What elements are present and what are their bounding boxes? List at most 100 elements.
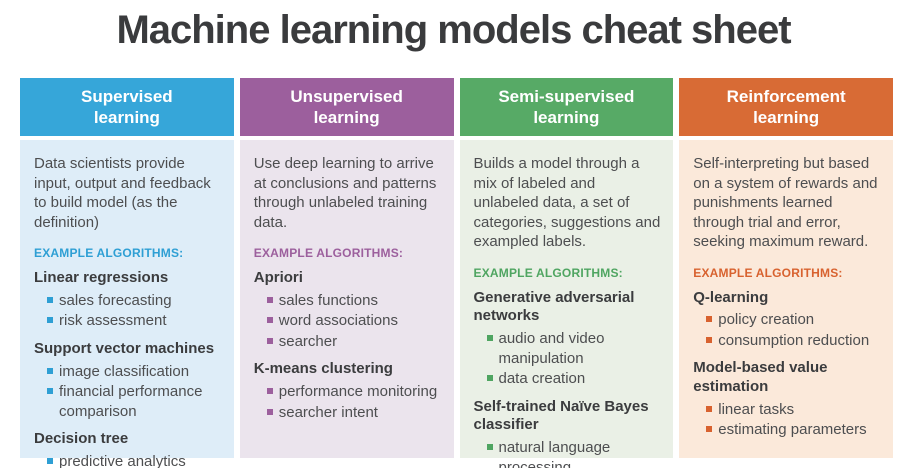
algorithm-group: Apriori sales functions word association…: [254, 269, 442, 351]
algorithm-group: Decision tree predictive analytics prici…: [34, 430, 222, 468]
use-case-item: linear tasks: [706, 400, 881, 420]
use-case-item: data creation: [486, 369, 662, 389]
use-case-list: sales functions word associations search…: [254, 291, 442, 352]
algorithm-name: Decision tree: [34, 430, 129, 447]
category-description: Use deep learning to arrive at conclusio…: [253, 155, 437, 231]
category-header: Reinforcement learning: [679, 78, 893, 136]
example-algorithms-label: EXAMPLE ALGORITHMS:: [253, 246, 404, 260]
algorithm-group: K-means clustering performance monitorin…: [254, 360, 442, 422]
bullet-square-icon: [266, 337, 273, 344]
category-title: Semi-supervised learning: [498, 86, 635, 127]
use-case-label: searcher: [278, 332, 338, 350]
use-case-list: policy creation consumption reduction: [693, 310, 881, 350]
use-case-item: word associations: [266, 311, 442, 331]
use-case-item: policy creation: [706, 310, 881, 330]
category-header: Unsupervised learning: [239, 78, 454, 136]
use-case-label: word associations: [278, 312, 398, 330]
use-case-label: predictive analytics: [59, 452, 186, 468]
use-case-list: sales forecasting risk assessment: [34, 291, 222, 331]
category-body: Builds a model through a mix of labeled …: [459, 140, 674, 468]
algorithm-name: Linear regressions: [34, 269, 169, 286]
use-case-label: searcher intent: [278, 403, 378, 421]
page-title: Machine learning models cheat sheet: [116, 8, 791, 52]
algorithm-name: K-means clustering: [253, 360, 393, 378]
algorithm-group: Support vector machines image classifica…: [34, 340, 222, 421]
bullet-square-icon: [47, 367, 53, 374]
algorithms-list: Q-learning policy creation consumption r…: [693, 289, 881, 440]
use-case-list: natural language processing: [474, 438, 662, 468]
category-body: Self-interpreting but based on a system …: [679, 140, 893, 458]
use-case-list: predictive analytics pricing: [34, 452, 222, 468]
use-case-item: performance monitoring: [266, 382, 442, 402]
use-case-item: natural language processing: [486, 438, 662, 468]
category-description: Self-interpreting but based on a system …: [693, 155, 878, 250]
category-header: Supervised learning: [20, 78, 234, 136]
bullet-square-icon: [706, 405, 713, 412]
category-column: Supervised learning Data scientists prov…: [20, 78, 234, 468]
algorithm-name: Model-based value estimation: [693, 359, 828, 395]
use-case-label: data creation: [498, 370, 586, 387]
use-case-label: consumption reduction: [718, 331, 870, 349]
use-case-label: financial performance comparison: [59, 383, 203, 420]
use-case-label: image classification: [59, 362, 190, 380]
use-case-item: audio and video manipulation: [486, 329, 662, 368]
algorithm-name: Support vector machines: [34, 339, 215, 357]
category-description: Builds a model through a mix of labeled …: [473, 155, 661, 250]
use-case-label: linear tasks: [718, 400, 795, 418]
category-column: Unsupervised learning Use deep learning …: [239, 78, 454, 458]
category-header: Semi-supervised learning: [459, 78, 674, 136]
use-case-list: audio and video manipulation data creati…: [474, 329, 662, 389]
bullet-square-icon: [706, 316, 713, 323]
use-case-item: predictive analytics: [47, 452, 222, 468]
use-case-label: natural language processing: [498, 439, 611, 468]
use-case-label: estimating parameters: [718, 421, 867, 439]
use-case-label: risk assessment: [59, 312, 167, 330]
bullet-square-icon: [47, 457, 53, 464]
algorithm-name: Self-trained Naïve Bayes classifier: [473, 397, 649, 434]
use-case-item: sales forecasting: [47, 291, 222, 311]
bullet-square-icon: [47, 317, 53, 324]
algorithm-group: Generative adversarial networks audio an…: [474, 289, 662, 389]
category-title: Supervised learning: [81, 86, 173, 127]
use-case-item: sales functions: [266, 291, 442, 311]
category-title: Unsupervised learning: [290, 86, 403, 127]
use-case-item: searcher: [266, 332, 442, 352]
use-case-list: linear tasks estimating parameters: [693, 400, 881, 440]
category-title: Reinforcement learning: [726, 86, 846, 127]
use-case-item: risk assessment: [47, 311, 222, 331]
bullet-square-icon: [47, 388, 53, 394]
use-case-item: estimating parameters: [706, 420, 881, 440]
columns-container: Supervised learning Data scientists prov…: [0, 78, 907, 468]
algorithm-name: Q-learning: [693, 288, 769, 306]
algorithm-name: Generative adversarial networks: [473, 288, 635, 325]
category-description: Data scientists provide input, output an…: [34, 155, 211, 231]
bullet-square-icon: [47, 296, 53, 303]
use-case-label: sales functions: [278, 291, 378, 309]
bullet-square-icon: [266, 296, 273, 303]
use-case-label: sales forecasting: [59, 291, 172, 309]
category-body: Data scientists provide input, output an…: [20, 140, 234, 468]
algorithm-group: Q-learning policy creation consumption r…: [693, 289, 881, 351]
example-algorithms-label: EXAMPLE ALGORITHMS:: [473, 265, 623, 280]
use-case-label: performance monitoring: [278, 383, 438, 400]
use-case-item: financial performance comparison: [47, 382, 222, 421]
bullet-square-icon: [266, 317, 273, 324]
category-column: Semi-supervised learning Builds a model …: [459, 78, 674, 468]
bullet-square-icon: [486, 444, 493, 450]
algorithm-name: Apriori: [253, 269, 303, 286]
algorithm-group: Linear regressions sales forecasting ris…: [34, 269, 222, 331]
bullet-square-icon: [706, 426, 713, 433]
bullet-square-icon: [266, 388, 273, 394]
category-column: Reinforcement learning Self-interpreting…: [679, 78, 893, 458]
algorithm-group: Self-trained Naïve Bayes classifier natu…: [474, 398, 662, 468]
use-case-list: performance monitoring searcher intent: [254, 382, 442, 422]
use-case-label: policy creation: [718, 311, 815, 329]
algorithms-list: Generative adversarial networks audio an…: [474, 289, 662, 468]
example-algorithms-label: EXAMPLE ALGORITHMS:: [34, 246, 184, 260]
use-case-item: image classification: [47, 362, 222, 382]
bullet-square-icon: [486, 335, 493, 341]
category-body: Use deep learning to arrive at conclusio…: [239, 140, 454, 458]
bullet-square-icon: [266, 408, 273, 415]
bullet-square-icon: [706, 336, 713, 343]
